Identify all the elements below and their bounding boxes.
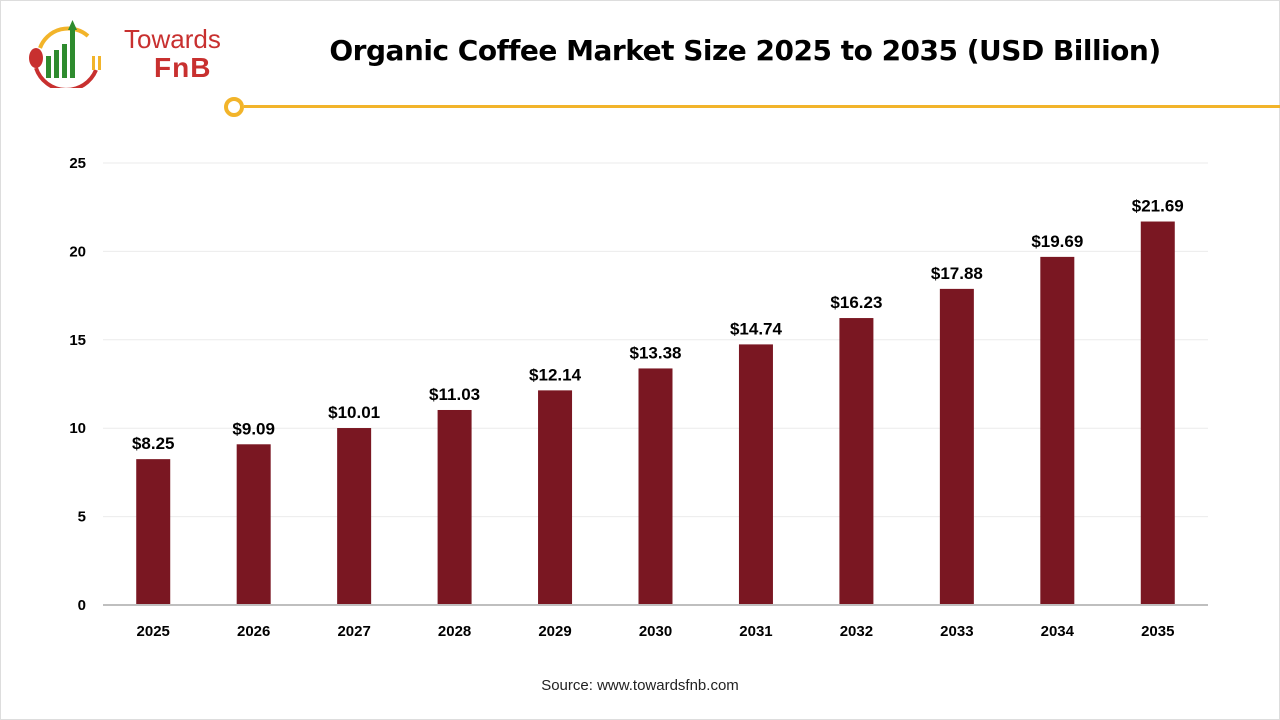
logo-text-towards: Towards (124, 24, 221, 54)
data-label: $16.23 (830, 293, 882, 312)
title-underline (244, 105, 1280, 108)
x-tick-label: 2027 (337, 623, 370, 640)
data-label: $21.69 (1132, 197, 1184, 216)
y-tick-label: 5 (78, 509, 86, 526)
y-tick-label: 20 (69, 243, 86, 260)
data-label: $10.01 (328, 403, 380, 422)
chart-title: Organic Coffee Market Size 2025 to 2035 … (329, 34, 1161, 67)
bar (638, 368, 673, 605)
x-tick-label: 2031 (739, 623, 772, 640)
bar (337, 428, 372, 605)
bar (839, 318, 874, 605)
y-tick-label: 15 (69, 332, 86, 349)
x-tick-label: 2025 (137, 623, 170, 640)
x-tick-label: 2028 (438, 623, 471, 640)
bar (738, 344, 773, 605)
y-tick-label: 0 (78, 597, 86, 614)
x-tick-label: 2029 (538, 623, 571, 640)
data-label: $13.38 (630, 343, 682, 362)
bar (939, 288, 974, 605)
bar (437, 409, 472, 605)
source-note: Source: www.towardsfnb.com (541, 677, 739, 694)
bar (136, 459, 171, 605)
data-label: $8.25 (132, 434, 175, 453)
data-label: $11.03 (429, 385, 480, 404)
logo-icon (29, 20, 101, 92)
x-tick-label: 2034 (1041, 623, 1075, 640)
x-tick-label: 2032 (840, 623, 873, 640)
data-label: $17.88 (931, 264, 983, 283)
bar (236, 444, 271, 605)
logo-text-fnb: FnB (154, 52, 212, 83)
data-label: $14.74 (730, 319, 783, 338)
data-label: $19.69 (1031, 232, 1083, 251)
y-tick-label: 25 (69, 155, 86, 172)
bar (538, 390, 573, 605)
bar (1040, 256, 1075, 605)
data-label: $12.14 (529, 365, 582, 384)
data-label: $9.09 (232, 419, 275, 438)
bar (1140, 221, 1175, 605)
underline-ring (224, 97, 244, 117)
x-tick-label: 2033 (940, 623, 973, 640)
x-tick-label: 2035 (1141, 623, 1174, 640)
x-tick-label: 2030 (639, 623, 672, 640)
y-tick-label: 10 (69, 420, 86, 437)
x-tick-label: 2026 (237, 623, 270, 640)
logo: Towards FnB (26, 18, 221, 92)
